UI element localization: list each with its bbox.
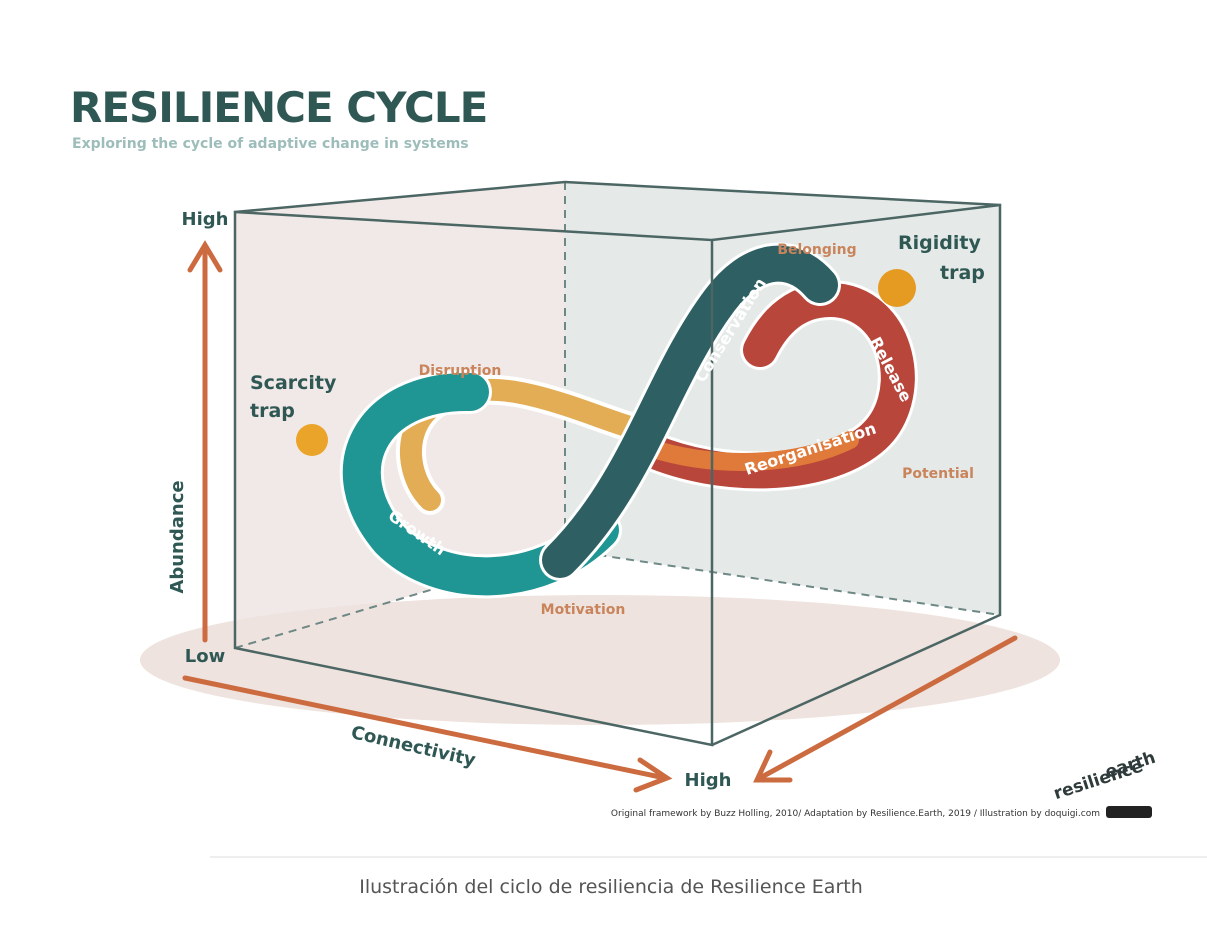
subtitle: Exploring the cycle of adaptive change i…	[72, 136, 469, 152]
axis-low: Low	[185, 646, 225, 667]
quality-label: Motivation	[541, 602, 626, 618]
trap-label: Rigidity	[898, 232, 981, 254]
trap-label: trap	[250, 400, 295, 422]
page: RESILIENCE CYCLE Exploring the cycle of …	[0, 0, 1207, 940]
credit: Original framework by Buzz Holling, 2010…	[611, 809, 1100, 819]
quality-label: Disruption	[419, 363, 502, 379]
sun	[296, 424, 328, 456]
quality-label: Potential	[902, 466, 974, 482]
caption: Ilustración del ciclo de resiliencia de …	[359, 876, 863, 898]
quality-label: Belonging	[777, 242, 856, 258]
axis-high: High	[182, 209, 229, 230]
sun	[878, 269, 916, 307]
axis-label: Abundance	[167, 480, 188, 593]
title: RESILIENCE CYCLE	[70, 83, 487, 132]
trap-label: trap	[940, 262, 985, 284]
license-badge	[1106, 806, 1152, 818]
trap-label: Scarcity	[250, 372, 337, 394]
figure: RESILIENCE CYCLE Exploring the cycle of …	[0, 0, 1207, 940]
axis-high: High	[685, 770, 732, 791]
